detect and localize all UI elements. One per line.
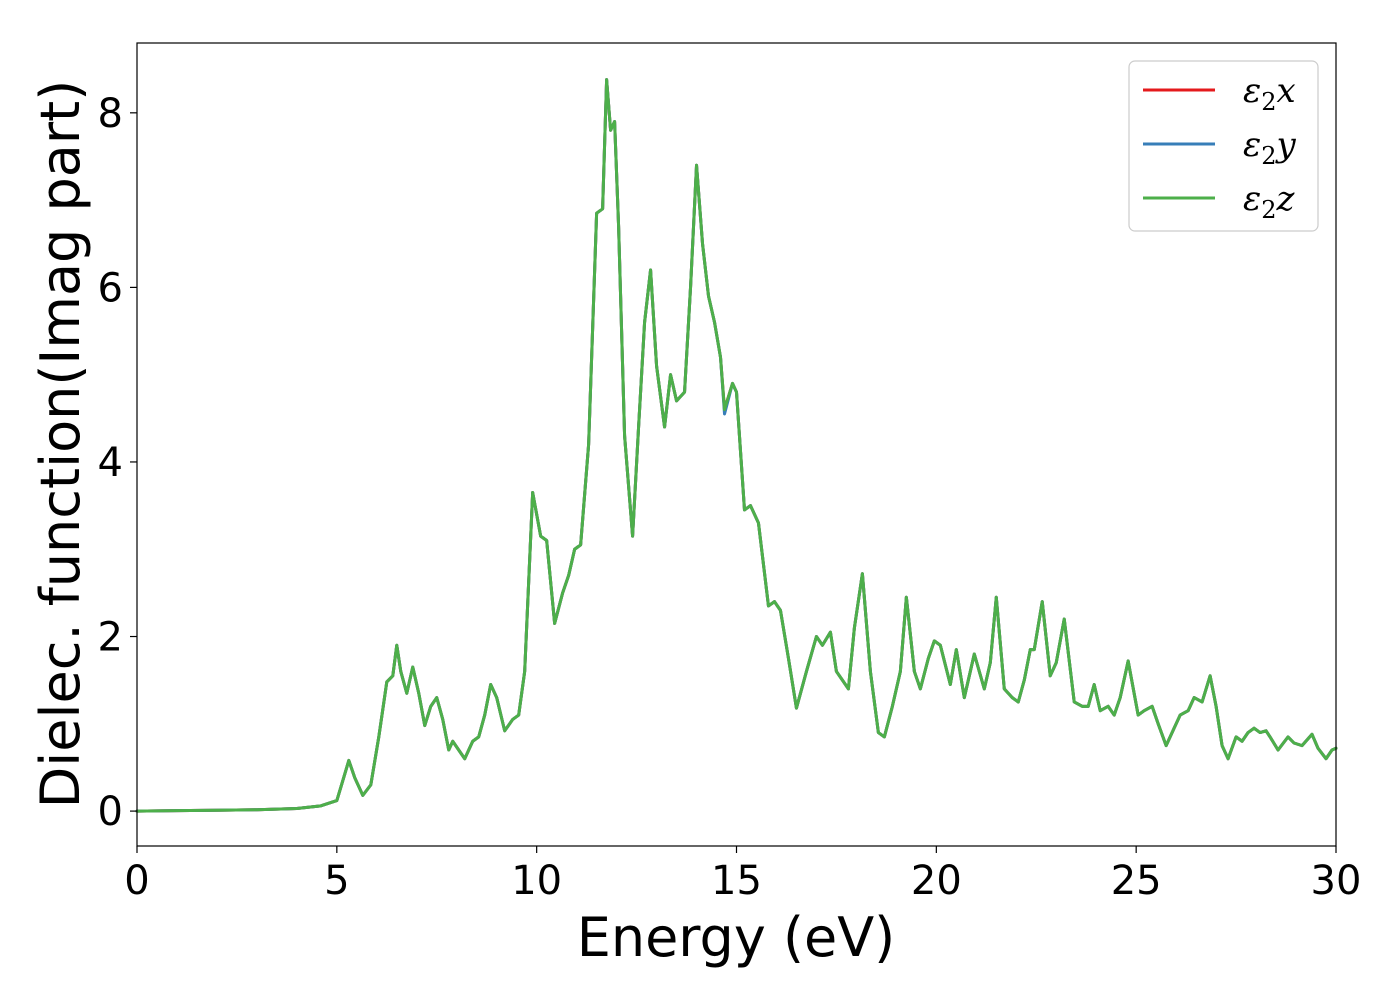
x-tick-label: 0 xyxy=(124,858,149,904)
x-axis-ticks: 0 5 10 15 20 25 30 xyxy=(124,846,1361,904)
y-tick-label: 2 xyxy=(98,615,123,661)
series-line-z xyxy=(135,78,1338,813)
legend-frame xyxy=(1128,60,1319,232)
y-axis-label: Dielec. function(Imag part) xyxy=(29,80,92,809)
y-axis-ticks: 0 2 4 6 8 xyxy=(98,91,137,835)
x-tick-label: 30 xyxy=(1311,858,1362,904)
x-tick-label: 15 xyxy=(711,858,762,904)
x-tick-label: 10 xyxy=(511,858,562,904)
y-tick-label: 8 xyxy=(98,91,123,137)
y-tick-label: 4 xyxy=(98,440,123,486)
legend: ε2x ε2y ε2z xyxy=(1128,60,1319,232)
legend-label-y: ε2y xyxy=(1243,125,1297,170)
x-tick-label: 25 xyxy=(1111,858,1162,904)
x-tick-label: 5 xyxy=(324,858,349,904)
series-layer xyxy=(135,78,1338,813)
y-tick-label: 6 xyxy=(98,265,123,311)
x-axis-label: Energy (eV) xyxy=(577,906,896,969)
legend-label-z: ε2z xyxy=(1243,179,1296,224)
y-tick-label: 0 xyxy=(98,789,123,835)
x-tick-label: 20 xyxy=(911,858,962,904)
legend-label-x: ε2x xyxy=(1243,71,1296,116)
